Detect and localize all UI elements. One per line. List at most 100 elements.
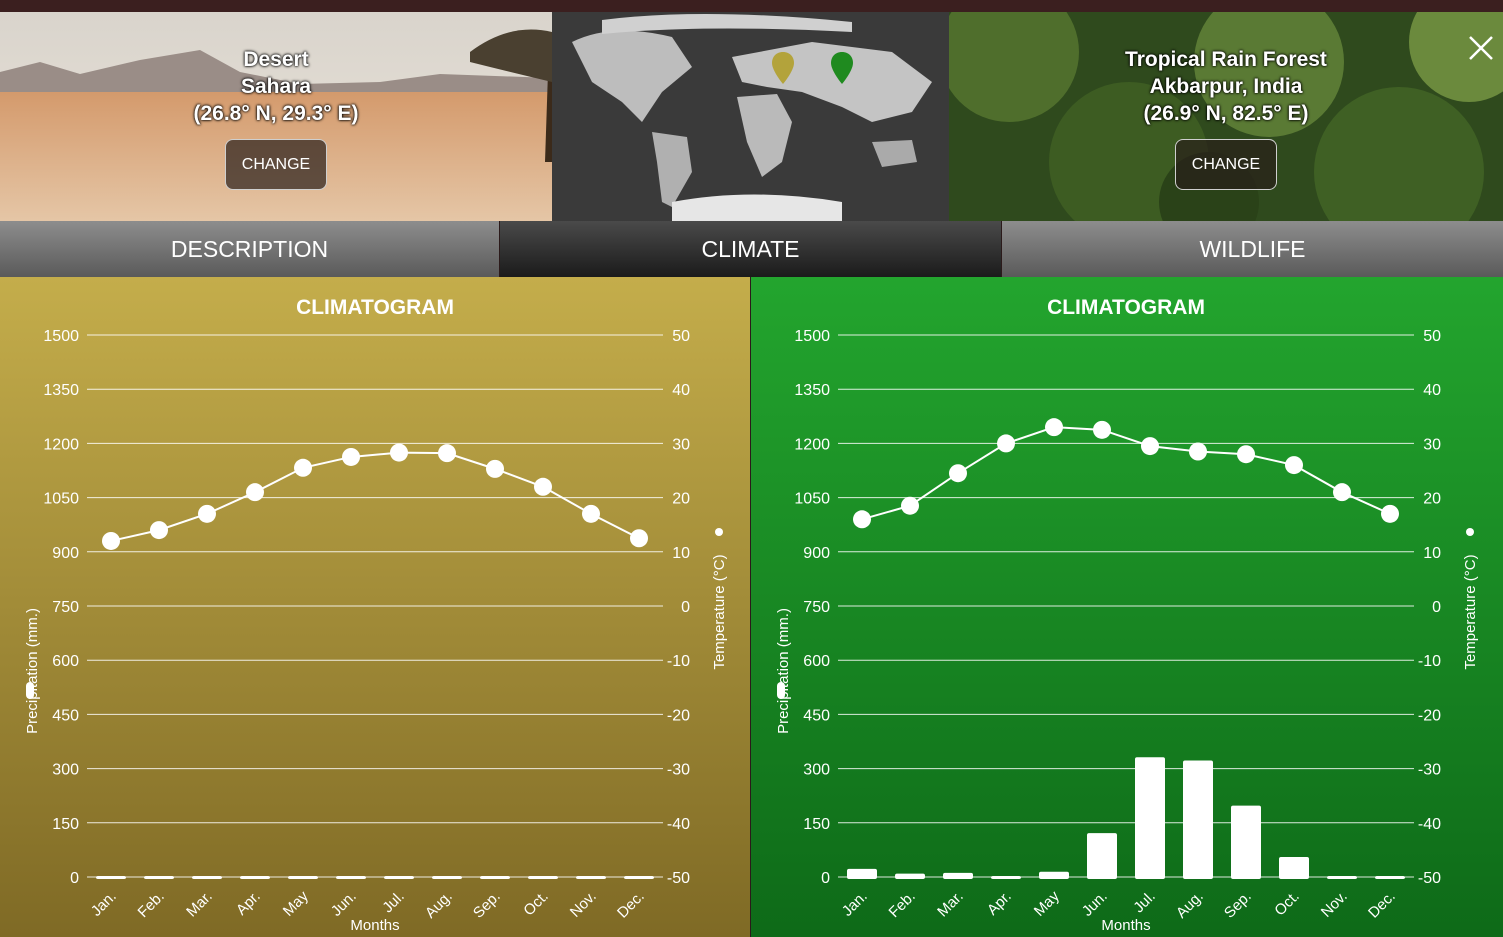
world-map[interactable] (552, 12, 949, 221)
precipitation-bar (1087, 833, 1117, 879)
temperature-legend-swatch (1466, 528, 1474, 536)
temperature-point (901, 496, 919, 515)
y-tick-left: 450 (52, 707, 79, 724)
temperature-point (486, 459, 504, 478)
left-change-button[interactable]: CHANGE (224, 139, 328, 190)
tab-climate[interactable]: CLIMATE (500, 221, 1001, 277)
y-tick-right: 30 (672, 436, 690, 453)
desert-climatogram-panel: CLIMATOGRAM 150 0 50 1350 40 1200 30 1050 20 900 10… (0, 277, 750, 937)
precipitation-bar (847, 868, 877, 879)
temperature-legend-swatch (715, 528, 723, 536)
temperature-point (102, 531, 120, 550)
y-tick-right: 0 (681, 599, 690, 616)
y-tick-right: -20 (667, 707, 690, 724)
y-tick-right: -50 (1418, 870, 1441, 887)
forest-location-marker[interactable] (831, 52, 853, 84)
temperature-point (1237, 445, 1255, 464)
y-tick-left: 900 (803, 545, 830, 562)
y-tick-left: 1200 (794, 436, 830, 453)
y-tick-left: 150 (803, 816, 830, 833)
y-tick-right: 30 (1423, 436, 1441, 453)
precipitation-bar (288, 876, 318, 879)
temperature-point (150, 521, 168, 540)
y-tick-right: 50 (1423, 328, 1441, 345)
y-axis-label-left: Precipitation (mm.) (24, 608, 41, 734)
y-tick-right: -30 (667, 762, 690, 779)
tab-bar: DESCRIPTION CLIMATE WILDLIFE (0, 221, 1503, 277)
precipitation-bar (384, 876, 414, 879)
precipitation-bar (1183, 760, 1213, 879)
temperature-point (949, 464, 967, 483)
y-tick-right: 40 (672, 382, 690, 399)
right-change-button[interactable]: CHANGE (1174, 139, 1278, 190)
right-place: Akbarpur, India (1149, 75, 1303, 98)
y-tick-right: -30 (1418, 762, 1441, 779)
precipitation-bar (144, 876, 174, 879)
temperature-line (861, 426, 1391, 521)
temperature-point (198, 504, 216, 523)
temperature-point (1045, 418, 1063, 437)
precipitation-bar (1231, 805, 1261, 879)
left-coords: (26.8° N, 29.3° E) (193, 102, 359, 125)
y-tick-left: 1200 (43, 436, 79, 453)
precipitation-bar (1039, 871, 1069, 879)
precipitation-bar (480, 876, 510, 879)
desert-photo (0, 12, 552, 221)
y-tick-right: 20 (672, 491, 690, 508)
temperature-point (246, 483, 264, 502)
tab-wildlife[interactable]: WILDLIFE (1002, 221, 1503, 277)
y-tick-right: 10 (1423, 545, 1441, 562)
tab-description[interactable]: DESCRIPTION (0, 221, 499, 277)
y-tick-left: 1050 (794, 491, 830, 508)
chart-title: CLIMATOGRAM (296, 296, 454, 319)
right-coords: (26.9° N, 82.5° E) (1143, 102, 1309, 125)
left-place: Sahara (240, 75, 312, 98)
desert-climatogram: CLIMATOGRAM 150 0 50 1350 40 1200 30 1050 20 900 10… (0, 277, 750, 937)
x-axis-label: Months (1101, 917, 1150, 934)
desert-location-marker[interactable] (772, 52, 794, 84)
precipitation-legend-swatch (777, 682, 785, 699)
temperature-point (630, 529, 648, 548)
y-tick-right: -40 (1418, 816, 1441, 833)
y-tick-left: 300 (803, 762, 830, 779)
y-axis-label-right: Temperature (°C) (711, 554, 728, 669)
right-location-card: Tropical Rain Forest Akbarpur, India (26… (949, 12, 1503, 221)
temperature-point (1333, 483, 1351, 502)
y-tick-left: 1500 (794, 328, 830, 345)
close-icon[interactable] (1465, 32, 1497, 64)
y-tick-right: -40 (667, 816, 690, 833)
y-tick-left: 600 (52, 653, 79, 670)
precipitation-bar (96, 876, 126, 879)
y-tick-left: 750 (52, 599, 79, 616)
y-tick-left: 1350 (43, 382, 79, 399)
y-tick-left: 0 (821, 870, 830, 887)
chart-title: CLIMATOGRAM (1047, 296, 1205, 319)
y-tick-left: 0 (70, 870, 79, 887)
precipitation-bar (576, 876, 606, 879)
world-map-image (552, 12, 949, 221)
temperature-point (294, 458, 312, 477)
temperature-point (997, 434, 1015, 453)
y-tick-left: 1350 (794, 382, 830, 399)
y-tick-right: 50 (672, 328, 690, 345)
y-tick-right: -50 (667, 870, 690, 887)
y-tick-left: 600 (803, 653, 830, 670)
temperature-point (390, 443, 408, 462)
temperature-point (582, 504, 600, 523)
chart-background (0, 277, 750, 937)
y-tick-left: 1050 (43, 491, 79, 508)
precipitation-bar (336, 876, 366, 879)
temperature-point (1285, 456, 1303, 475)
precipitation-bar (1279, 856, 1309, 879)
y-tick-left: 150 (52, 816, 79, 833)
right-biome: Tropical Rain Forest (1125, 48, 1327, 71)
y-tick-left: 900 (52, 545, 79, 562)
y-tick-right: 0 (1432, 599, 1441, 616)
forest-climatogram-panel: CLIMATOGRAM 1500 50 1350 40 1200 30 1050 20 900 10… (751, 277, 1503, 937)
y-axis-label-right: Temperature (°C) (1462, 554, 1479, 669)
y-tick-left: 750 (803, 599, 830, 616)
precipitation-legend-swatch (26, 682, 34, 699)
y-tick-right: 10 (672, 545, 690, 562)
temperature-point (1141, 437, 1159, 456)
